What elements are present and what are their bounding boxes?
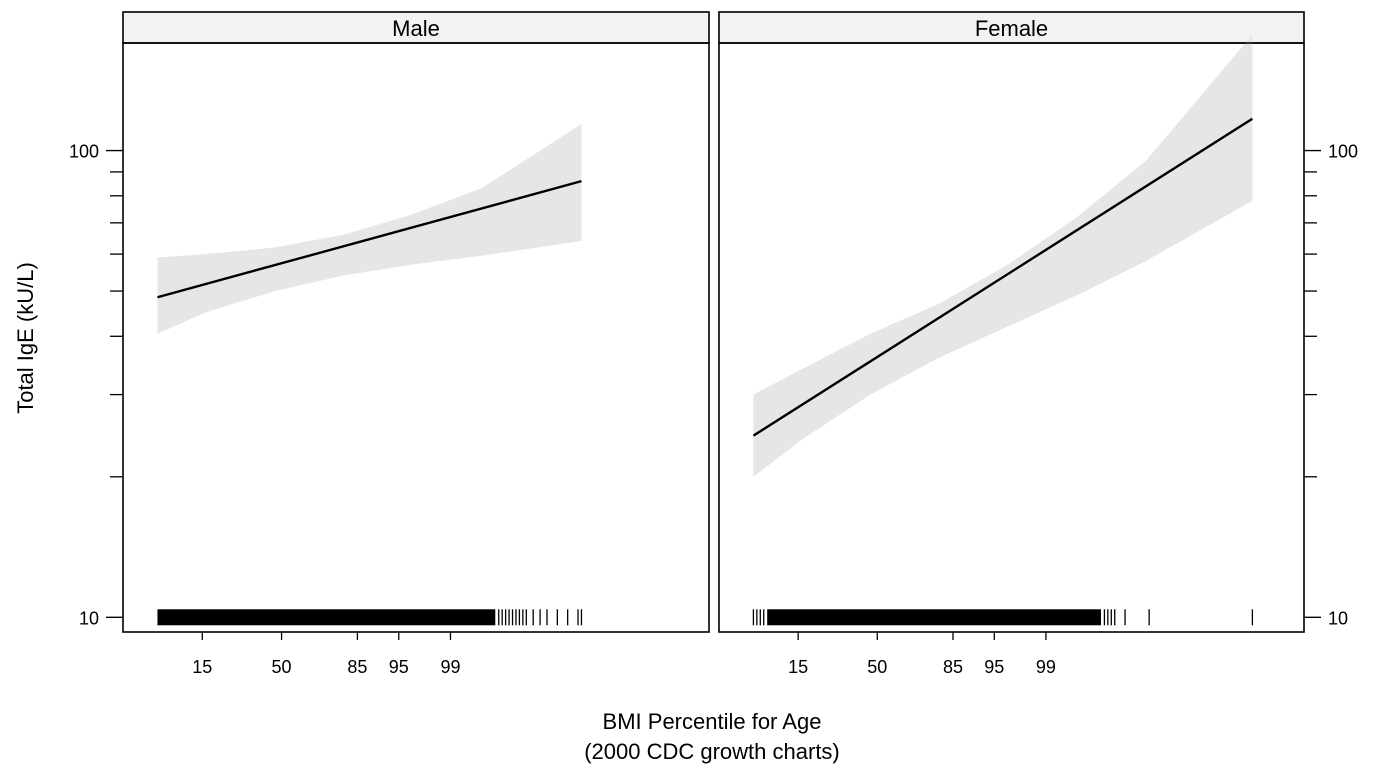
x-tick-label: 50 bbox=[867, 657, 887, 677]
x-tick-label: 95 bbox=[389, 657, 409, 677]
panel-male: Male 15 50 85 95 99 bbox=[122, 11, 710, 677]
rug-dense bbox=[157, 609, 496, 626]
panel-frame bbox=[122, 42, 710, 633]
confidence-band bbox=[753, 34, 1253, 477]
x-tick-label: 50 bbox=[272, 657, 292, 677]
strip-header bbox=[122, 11, 710, 44]
x-tick-label: 85 bbox=[943, 657, 963, 677]
y-tick-label: 100 bbox=[69, 142, 99, 162]
x-tick-label: 95 bbox=[984, 657, 1004, 677]
panel-female: Female 15 50 85 95 99 bbox=[718, 11, 1305, 677]
y-tick-label: 10 bbox=[1328, 608, 1348, 628]
y-axes: 10 100 10 100 bbox=[69, 142, 1358, 629]
y-axis-label: Total IgE (kU/L) bbox=[13, 262, 38, 414]
panel-frame bbox=[718, 42, 1305, 633]
fit-line bbox=[752, 117, 1254, 437]
x-tick-label: 99 bbox=[440, 657, 460, 677]
x-tick-label: 15 bbox=[192, 657, 212, 677]
x-axis-label-line2: (2000 CDC growth charts) bbox=[584, 739, 840, 764]
y-tick-label: 10 bbox=[79, 608, 99, 628]
fit-line bbox=[157, 179, 582, 299]
strip-label: Female bbox=[975, 16, 1048, 41]
x-tick-label: 99 bbox=[1036, 657, 1056, 677]
confidence-band bbox=[157, 124, 582, 334]
rug-dense bbox=[767, 609, 1101, 626]
strip-label: Male bbox=[392, 16, 440, 41]
y-tick-label: 100 bbox=[1328, 142, 1358, 162]
x-tick-label: 15 bbox=[788, 657, 808, 677]
x-axis-label-line1: BMI Percentile for Age bbox=[603, 709, 822, 734]
x-tick-label: 85 bbox=[347, 657, 367, 677]
